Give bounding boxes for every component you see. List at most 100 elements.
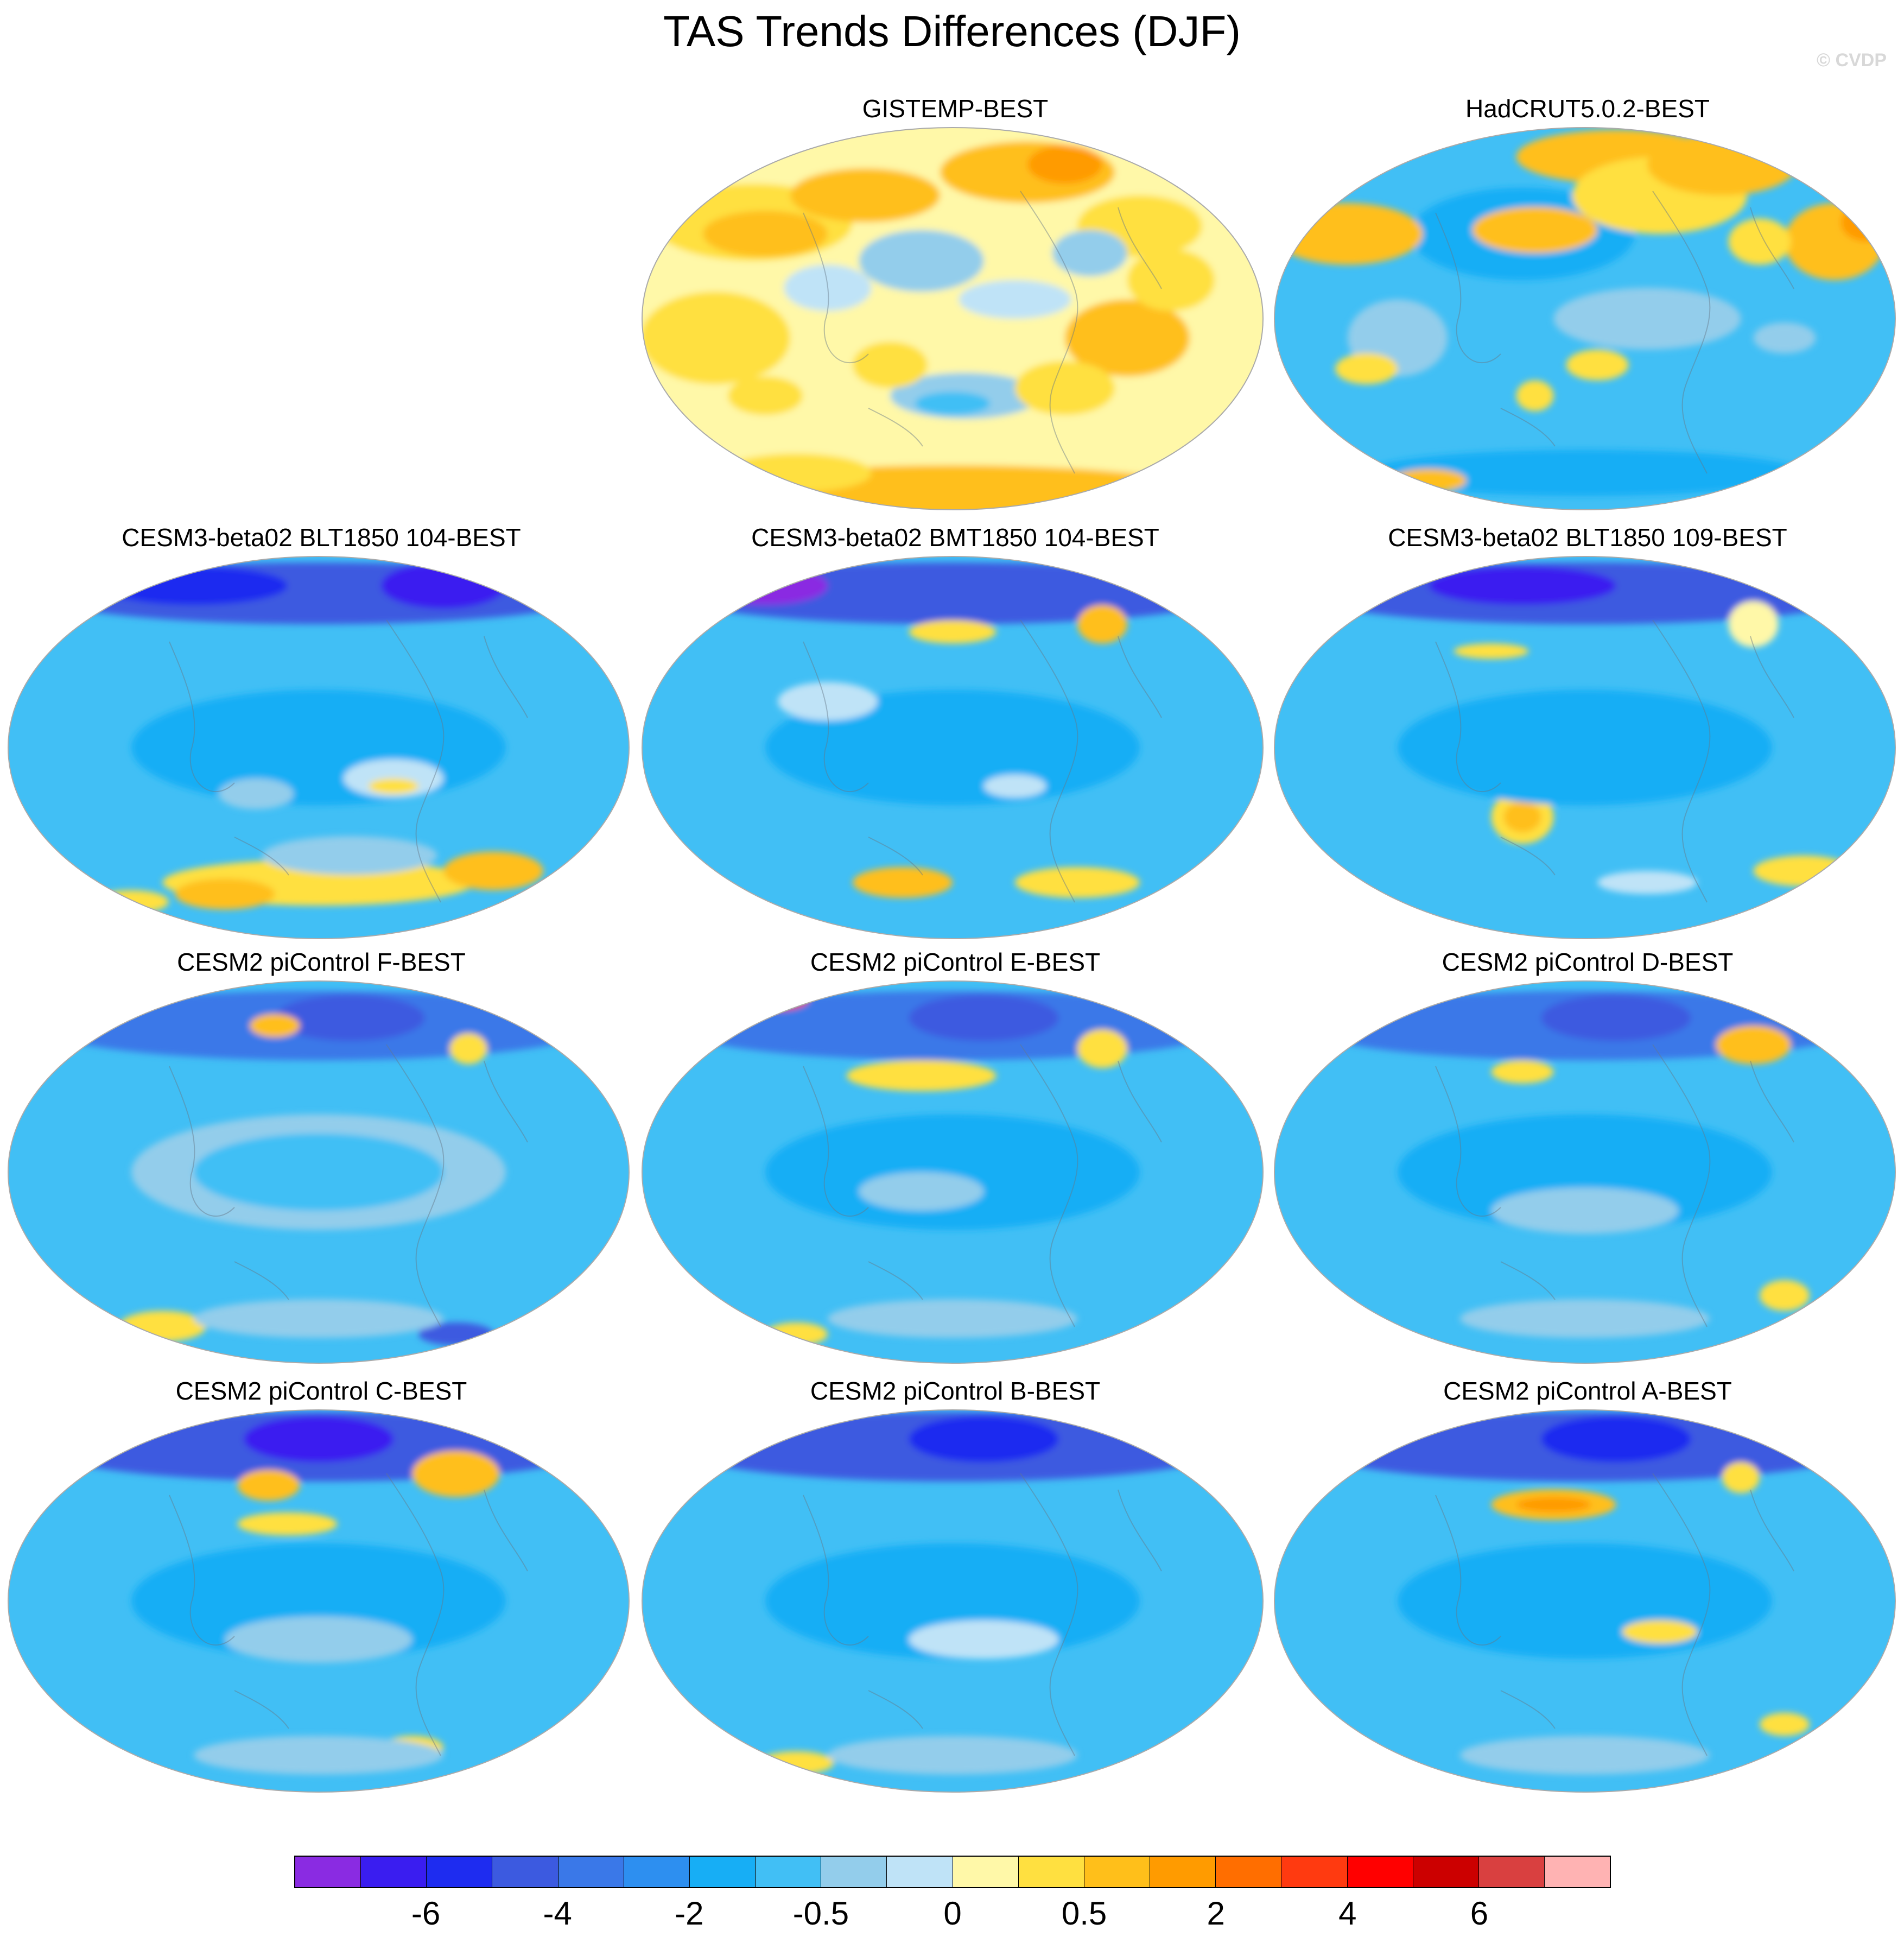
field-anomaly-region [1553, 288, 1741, 350]
map-outline [8, 1409, 630, 1793]
map-panel-cesm2-picontrol-d: CESM2 piControl D-BEST [1273, 946, 1902, 1375]
map-outline [1274, 980, 1896, 1364]
field-anomaly-region [759, 1751, 834, 1775]
colorbar-boxes [294, 1856, 1611, 1888]
panel-title: CESM2 piControl A-BEST [1443, 1377, 1732, 1405]
field-anomaly-region [275, 995, 425, 1041]
field-anomaly-region [1077, 605, 1127, 644]
colorbar-tick-label: 4 [1338, 1895, 1357, 1932]
field-anomaly-region [412, 1451, 500, 1497]
coastline [169, 1473, 528, 1756]
field-anomaly-region [1760, 1280, 1810, 1311]
field-anomaly-region [1541, 995, 1691, 1041]
field-anomaly-region [1077, 1029, 1127, 1068]
field-anomaly-region [1366, 450, 1804, 496]
world-map [1274, 1409, 1896, 1793]
colorbar-swatch [558, 1857, 624, 1887]
field-anomaly-region [1473, 207, 1597, 254]
field-anomaly-region [1335, 353, 1398, 384]
world-map [642, 556, 1264, 939]
colorbar-swatch [1216, 1857, 1282, 1887]
field-anomaly-region [237, 1470, 300, 1501]
colorbar-tick-label: -6 [411, 1895, 441, 1932]
panel-title: CESM2 piControl F-BEST [177, 948, 466, 976]
coastline [803, 191, 1162, 474]
field-anomaly-region [765, 1322, 828, 1346]
field-anomaly-region [1015, 867, 1140, 898]
colorbar-swatch [756, 1857, 822, 1887]
field-anomaly-region [1516, 380, 1554, 412]
map-outline [8, 556, 630, 939]
colorbar-swatch [1478, 1857, 1545, 1887]
field-anomaly-region [778, 682, 878, 721]
field-anomaly-region [1398, 1543, 1772, 1659]
panel-title: CESM2 piControl B-BEST [810, 1377, 1101, 1405]
field-anomaly-region [1503, 801, 1541, 833]
world-map [1274, 556, 1896, 939]
field-anomaly-region [765, 1114, 1140, 1230]
world-map [1274, 980, 1896, 1364]
field-anomaly-region [909, 995, 1059, 1041]
field-anomaly-region [983, 774, 1046, 798]
field-anomaly-region [175, 878, 275, 910]
panel-title: CESM3-beta02 BLT1850 104-BEST [122, 523, 521, 552]
map-outline [1274, 1409, 1896, 1793]
field-anomaly-region [1015, 361, 1115, 415]
field-anomaly-region [1722, 1462, 1760, 1493]
colorbar-swatch [295, 1857, 361, 1887]
field-anomaly-region [1647, 134, 1797, 195]
map-panel-cesm3-blt1850-104: CESM3-beta02 BLT1850 104-BEST [7, 521, 636, 950]
field-anomaly-region [1622, 1620, 1697, 1644]
field-anomaly-region [853, 341, 928, 388]
field-anomaly-region [1127, 249, 1215, 311]
field-anomaly-region [1429, 566, 1616, 605]
field-anomaly-region [828, 1736, 1077, 1775]
field-anomaly-region [642, 292, 790, 384]
field-anomaly-region [859, 230, 984, 292]
field-anomaly-region [1398, 1114, 1772, 1230]
field-anomaly-region [853, 867, 953, 898]
field-anomaly-region [449, 1033, 487, 1065]
field-anomaly-region [1716, 1026, 1791, 1065]
panel-title: CESM3-beta02 BLT1850 109-BEST [1388, 523, 1787, 552]
panel-title: HadCRUT5.0.2-BEST [1465, 94, 1710, 123]
colorbar-tick-label: -2 [675, 1895, 704, 1932]
map-panel-hadcrut: HadCRUT5.0.2-BEST [1273, 92, 1902, 521]
field-anomaly-region [728, 376, 803, 415]
field-anomaly-region [959, 280, 1071, 319]
colorbar-swatch [1018, 1857, 1084, 1887]
colorbar-swatch [1150, 1857, 1216, 1887]
field-anomaly-region [1541, 1416, 1691, 1463]
field-anomaly-region [194, 1736, 443, 1775]
panel-title: CESM2 piControl D-BEST [1442, 948, 1734, 976]
field-anomaly-region [237, 1512, 338, 1536]
field-anomaly-region [909, 620, 997, 644]
colorbar-labels: -6 -4 -2 -0.5 0 0.5 2 4 6 [294, 1895, 1611, 1938]
field-anomaly-region [1753, 855, 1854, 887]
coastline [1435, 619, 1794, 903]
cvdp-credit: © CVDP [1817, 50, 1887, 71]
field-anomaly-region [443, 851, 543, 890]
world-map [642, 980, 1264, 1364]
world-map [1274, 127, 1896, 510]
coastline [803, 1473, 1162, 1756]
coastline [169, 619, 528, 903]
field-anomaly-region [915, 391, 990, 415]
map-panel-cesm2-picontrol-b: CESM2 piControl B-BEST [640, 1375, 1270, 1803]
colorbar-tick-label: 0.5 [1061, 1895, 1107, 1932]
field-anomaly-region [225, 1616, 412, 1663]
coastline [803, 619, 1162, 903]
field-anomaly-region [746, 987, 809, 1010]
field-anomaly-region [369, 778, 418, 794]
coastline [803, 1044, 1162, 1327]
field-anomaly-region [219, 778, 294, 809]
field-anomaly-region [909, 1416, 1059, 1463]
world-map [8, 1409, 630, 1793]
colorbar-tick-label: -4 [543, 1895, 572, 1932]
coastline [1435, 1044, 1794, 1327]
colorbar-swatch [361, 1857, 427, 1887]
field-anomaly-region [721, 453, 872, 492]
map-outline [642, 556, 1264, 939]
panel-title: CESM2 piControl C-BEST [175, 1377, 467, 1405]
colorbar: -6 -4 -2 -0.5 0 0.5 2 4 6 [294, 1856, 1611, 1942]
